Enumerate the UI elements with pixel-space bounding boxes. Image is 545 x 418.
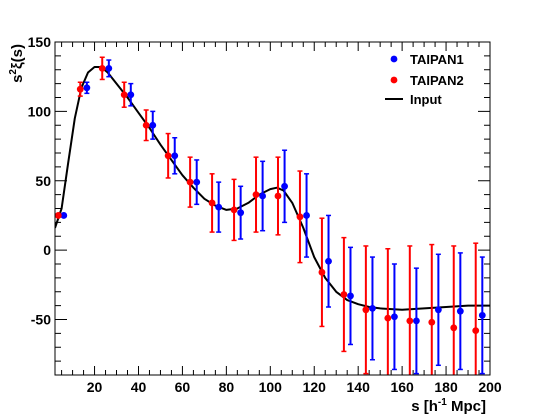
data-point xyxy=(60,212,68,219)
x-tick-label: 20 xyxy=(87,379,103,395)
series-taipan1 xyxy=(60,59,486,375)
data-point xyxy=(296,213,304,221)
legend-marker-taipan2 xyxy=(390,76,398,84)
legend-label-taipan1: TAIPAN1 xyxy=(410,52,464,67)
data-point xyxy=(406,317,414,325)
x-tick-label: 140 xyxy=(347,379,371,395)
data-point xyxy=(171,152,179,160)
data-point xyxy=(186,178,194,186)
data-point xyxy=(362,306,370,314)
x-tick-label: 160 xyxy=(390,379,414,395)
data-point xyxy=(76,85,84,93)
data-point xyxy=(303,212,310,219)
series-taipan2 xyxy=(55,56,480,375)
y-tick-label: 150 xyxy=(28,34,52,50)
x-tick-label: 60 xyxy=(175,379,191,395)
data-point xyxy=(384,314,392,322)
series-layer xyxy=(55,56,490,375)
data-point xyxy=(369,305,376,312)
legend-label-taipan2: TAIPAN2 xyxy=(410,73,464,88)
legend-marker-taipan1 xyxy=(390,55,398,63)
data-point xyxy=(237,209,245,217)
y-tick-label: 50 xyxy=(35,173,51,189)
data-point xyxy=(478,311,486,319)
data-point xyxy=(281,182,288,190)
x-axis-title: s [h-1 Mpc] xyxy=(411,397,486,415)
data-point xyxy=(391,313,398,321)
data-point xyxy=(428,318,436,326)
data-point xyxy=(149,121,157,129)
data-point xyxy=(413,317,420,325)
data-point xyxy=(472,327,480,334)
data-point xyxy=(274,192,282,200)
data-point xyxy=(98,64,106,72)
plot-frame xyxy=(54,41,491,376)
x-tick-label: 40 xyxy=(131,379,147,395)
data-point xyxy=(83,84,91,92)
data-point xyxy=(252,191,260,199)
data-point xyxy=(164,152,172,160)
data-point xyxy=(215,203,223,211)
data-point xyxy=(259,192,267,200)
data-point xyxy=(325,257,332,265)
data-point xyxy=(230,206,238,214)
x-tick-label: 80 xyxy=(219,379,235,395)
data-point xyxy=(193,178,201,186)
data-point xyxy=(120,91,128,99)
x-tick-label: 180 xyxy=(434,379,458,395)
y-tick-label: 0 xyxy=(43,242,51,258)
y-tick-label: -50 xyxy=(31,312,51,328)
y-axis-title: s2ξ(s) xyxy=(8,44,26,83)
data-point xyxy=(318,268,326,276)
data-point xyxy=(127,91,135,99)
data-point xyxy=(55,212,62,219)
x-tick-label: 100 xyxy=(259,379,283,395)
data-point xyxy=(347,292,354,300)
legend: TAIPAN1 TAIPAN2 Input xyxy=(385,52,464,107)
data-point xyxy=(456,307,464,315)
legend-label-input: Input xyxy=(410,92,442,107)
data-point xyxy=(340,291,348,298)
data-point xyxy=(434,306,442,314)
data-point xyxy=(105,64,113,72)
x-tick-label: 120 xyxy=(303,379,327,395)
y-tick-label: 100 xyxy=(28,103,52,119)
x-tick-label: 200 xyxy=(478,379,502,395)
data-point xyxy=(450,324,458,332)
data-point xyxy=(208,199,216,207)
data-point xyxy=(142,121,150,129)
